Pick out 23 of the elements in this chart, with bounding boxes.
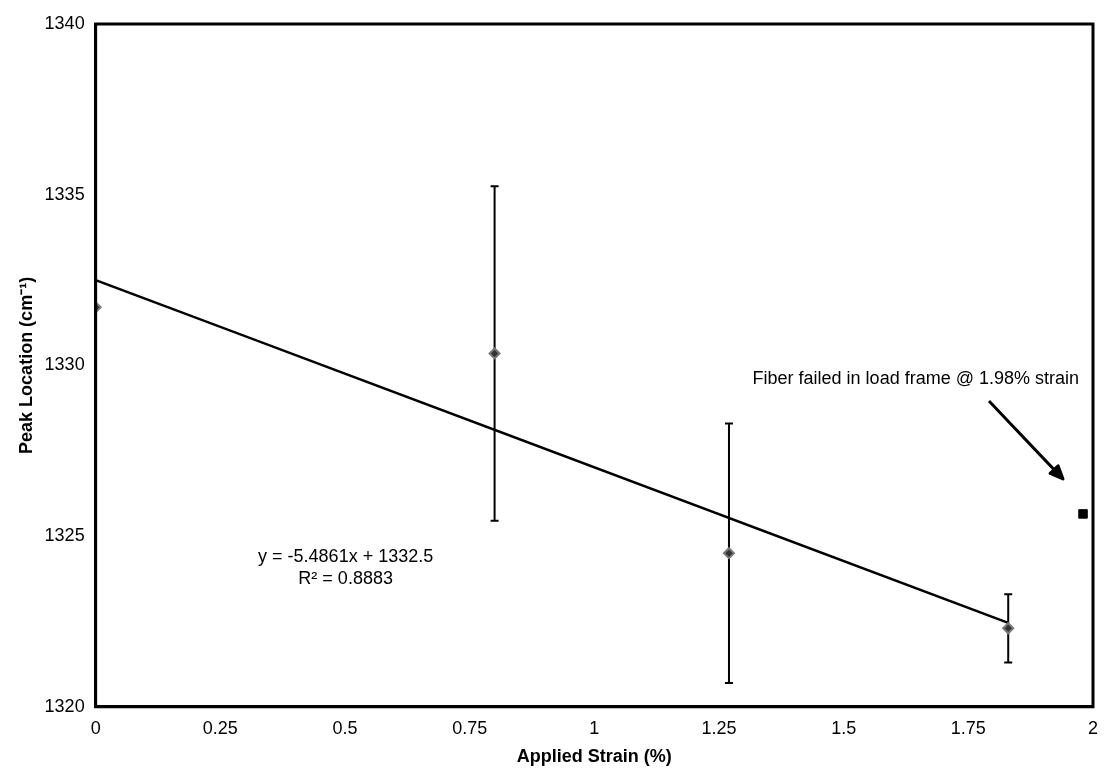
point — [722, 547, 735, 560]
x-tick-label: 0.5 — [332, 717, 358, 738]
y-tick-label: 1325 — [44, 525, 85, 546]
x-tick-label: 0 — [90, 717, 101, 738]
annotation: y = -5.4861x + 1332.5 — [258, 545, 434, 566]
point — [488, 347, 501, 360]
x-tick-label: 2 — [1087, 717, 1099, 738]
annotation: Fiber failed in load frame @ 1.98% strain — [752, 368, 1079, 389]
point — [1002, 622, 1015, 635]
x-tick-label: 0.25 — [202, 717, 238, 738]
x-axis-title: Applied Strain (%) — [516, 746, 672, 767]
x-tick-label: 1 — [589, 717, 600, 738]
annotation: R² = 0.8883 — [298, 567, 393, 588]
x-tick-label: 1.75 — [950, 717, 986, 738]
x-tick-label: 1.25 — [701, 717, 737, 738]
x-tick-label: 1.5 — [831, 717, 857, 738]
x-tick-label: 0.75 — [452, 717, 488, 738]
y-tick-label: 1330 — [44, 354, 85, 375]
y-tick-label: 1340 — [44, 12, 85, 33]
point — [1078, 509, 1088, 519]
y-tick-label: 1320 — [44, 695, 85, 716]
y-axis-title: Peak Location (cm⁻¹) — [15, 276, 36, 454]
y-tick-label: 1335 — [44, 183, 85, 204]
